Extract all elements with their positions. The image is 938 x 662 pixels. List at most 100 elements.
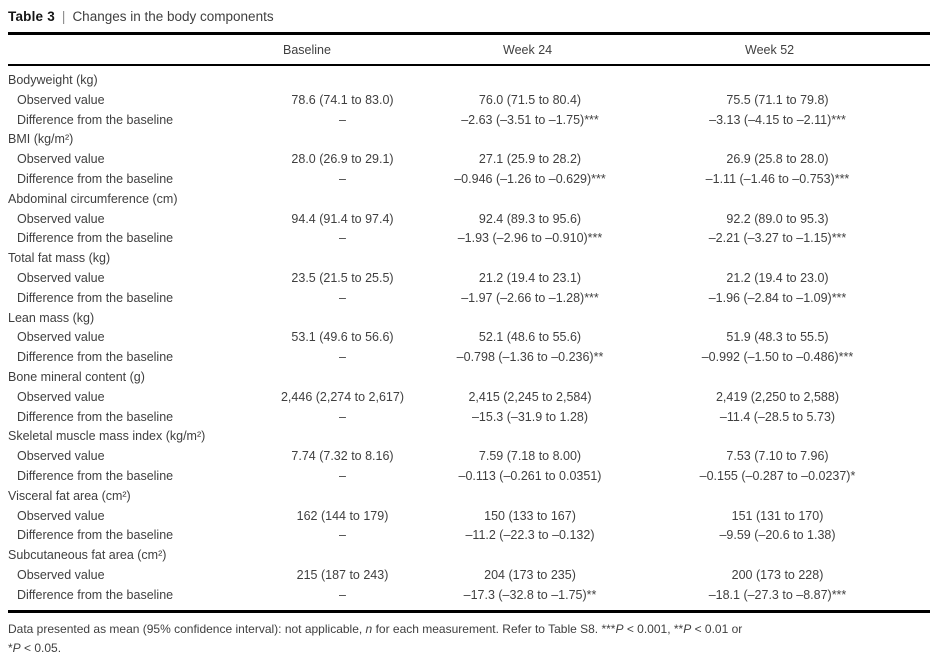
week52-cell: –1.96 (–2.84 to –1.09)***	[708, 290, 847, 305]
row-label-cell: Difference from the baseline	[17, 409, 174, 424]
footnote-text: for each measurement. Refer to Table S8.…	[372, 621, 616, 636]
header-week52: Week 52	[625, 33, 930, 66]
baseline-cell: –	[339, 171, 346, 186]
week24-cell: –11.2 (–22.3 to –0.132)	[465, 528, 595, 543]
week52-cell: –0.992 (–1.50 to –0.486)***	[701, 350, 854, 365]
baseline-cell: –	[339, 350, 346, 365]
row-label-cell: Difference from the baseline	[17, 350, 174, 365]
row-label-cell: Observed value	[17, 449, 105, 464]
row-label-cell: Observed value	[17, 211, 105, 226]
footnote-text: < 0.05.	[20, 640, 62, 655]
week52-cell: –11.4 (–28.5 to 5.73)	[719, 409, 836, 424]
footnote-italic-p: P	[615, 621, 624, 636]
table-row: Observed value 162 (144 to 179) 150 (133…	[8, 507, 930, 527]
week24-cell: –0.113 (–0.261 to 0.0351)	[458, 468, 602, 483]
table-number: Table 3	[8, 9, 55, 24]
table-row: Observed value 7.74 (7.32 to 8.16) 7.59 …	[8, 447, 930, 467]
group-label-row: Abdominal circumference (cm)	[8, 190, 930, 210]
table-footnote: Data presented as mean (95% confidence i…	[8, 620, 930, 658]
row-label-cell: Observed value	[17, 330, 105, 345]
row-label-cell: Difference from the baseline	[17, 171, 174, 186]
table-body: Bodyweight (kg) Observed value 78.6 (74.…	[8, 65, 930, 611]
row-label-cell: Observed value	[17, 92, 105, 107]
row-label-cell: Difference from the baseline	[17, 290, 174, 305]
week52-cell: 26.9 (25.8 to 28.0)	[726, 152, 829, 167]
footnote-text: < 0.001, **	[623, 621, 684, 636]
group-label-row: Subcutaneous fat area (cm²)	[8, 546, 930, 566]
group-name: Lean mass (kg)	[8, 310, 95, 325]
footnote-text: < 0.01 or	[691, 621, 743, 636]
week24-cell: –0.798 (–1.36 to –0.236)**	[456, 350, 604, 365]
week52-cell: –3.13 (–4.15 to –2.11)***	[709, 112, 846, 127]
week52-cell: –9.59 (–20.6 to 1.38)	[719, 528, 836, 543]
table-row: Observed value 2,446 (2,274 to 2,617) 2,…	[8, 388, 930, 408]
table-row: Difference from the baseline – –0.113 (–…	[8, 467, 930, 487]
table-row: Observed value 23.5 (21.5 to 25.5) 21.2 …	[8, 269, 930, 289]
title-separator: |	[61, 9, 66, 24]
week24-cell: –15.3 (–31.9 to 1.28)	[471, 409, 589, 424]
body-components-table: Baseline Week 24 Week 52 Bodyweight (kg)…	[8, 32, 930, 613]
table-row: Difference from the baseline – –1.93 (–2…	[8, 229, 930, 249]
table-row: Observed value 53.1 (49.6 to 56.6) 52.1 …	[8, 328, 930, 348]
title-caption: Changes in the body components	[72, 9, 274, 24]
header-row: Baseline Week 24 Week 52	[8, 33, 930, 66]
group-name: Bone mineral content (g)	[8, 369, 145, 384]
week24-cell: –2.63 (–3.51 to –1.75)***	[461, 112, 599, 127]
baseline-cell: 28.0 (26.9 to 29.1)	[291, 152, 394, 167]
week24-cell: 21.2 (19.4 to 23.1)	[478, 270, 582, 285]
week24-cell: 76.0 (71.5 to 80.4)	[478, 92, 582, 107]
week52-cell: –18.1 (–27.3 to –8.87)***	[708, 587, 847, 602]
row-label-cell: Difference from the baseline	[17, 112, 174, 127]
week52-cell: 2,419 (2,250 to 2,588)	[715, 389, 839, 404]
row-label-cell: Difference from the baseline	[17, 587, 174, 602]
row-label-cell: Difference from the baseline	[17, 231, 174, 246]
table-header: Baseline Week 24 Week 52	[8, 33, 930, 66]
week24-cell: –1.97 (–2.66 to –1.28)***	[461, 290, 599, 305]
week52-cell: 200 (173 to 228)	[731, 567, 824, 582]
week52-cell: 51.9 (48.3 to 55.5)	[726, 330, 829, 345]
week24-cell: 52.1 (48.6 to 55.6)	[478, 330, 582, 345]
baseline-cell: 2,446 (2,274 to 2,617)	[280, 389, 404, 404]
header-baseline: Baseline	[250, 33, 435, 66]
week24-cell: 204 (173 to 235)	[484, 567, 576, 582]
row-label-cell: Observed value	[17, 152, 105, 167]
week52-cell: 92.2 (89.0 to 95.3)	[726, 211, 829, 226]
table-row: Observed value 28.0 (26.9 to 29.1) 27.1 …	[8, 150, 930, 170]
table-row: Difference from the baseline – –17.3 (–3…	[8, 586, 930, 611]
group-name: Abdominal circumference (cm)	[8, 191, 178, 206]
week52-cell: 151 (131 to 170)	[731, 508, 824, 523]
header-empty	[8, 33, 250, 66]
baseline-cell: 94.4 (91.4 to 97.4)	[291, 211, 394, 226]
table-row: Difference from the baseline – –11.2 (–2…	[8, 526, 930, 546]
baseline-cell: –	[339, 528, 346, 543]
footnote-line-2: *P < 0.05.	[8, 639, 930, 658]
baseline-cell: 23.5 (21.5 to 25.5)	[291, 270, 394, 285]
baseline-cell: –	[339, 587, 346, 602]
group-label-row: Skeletal muscle mass index (kg/m²)	[8, 427, 930, 447]
row-label-cell: Observed value	[17, 508, 105, 523]
week24-cell: 150 (133 to 167)	[484, 508, 576, 523]
baseline-cell: 78.6 (74.1 to 83.0)	[291, 92, 394, 107]
table-row: Difference from the baseline – –0.946 (–…	[8, 170, 930, 190]
table-row: Observed value 78.6 (74.1 to 83.0) 76.0 …	[8, 91, 930, 111]
row-label-cell: Observed value	[17, 567, 105, 582]
table-title: Table 3 | Changes in the body components	[8, 2, 930, 32]
week52-cell: –2.21 (–3.27 to –1.15)***	[708, 231, 847, 246]
week24-cell: 7.59 (7.18 to 8.00)	[478, 449, 582, 464]
footnote-italic-n: n	[365, 621, 373, 636]
baseline-cell: –	[339, 409, 346, 424]
week24-cell: –0.946 (–1.26 to –0.629)***	[454, 171, 606, 186]
group-name: Bodyweight (kg)	[8, 73, 98, 87]
footnote-italic-p: P	[12, 640, 21, 655]
row-label-cell: Observed value	[17, 270, 105, 285]
group-name: Skeletal muscle mass index (kg/m²)	[8, 429, 206, 444]
baseline-cell: 7.74 (7.32 to 8.16)	[291, 449, 394, 464]
group-name: Visceral fat area (cm²)	[8, 488, 131, 503]
week24-cell: 2,415 (2,245 to 2,584)	[468, 389, 592, 404]
baseline-cell: 162 (144 to 179)	[296, 508, 389, 523]
group-label-row: Bone mineral content (g)	[8, 368, 930, 388]
table-row: Observed value 215 (187 to 243) 204 (173…	[8, 566, 930, 586]
week52-cell: 75.5 (71.1 to 79.8)	[726, 92, 829, 107]
group-label-row: Lean mass (kg)	[8, 309, 930, 329]
